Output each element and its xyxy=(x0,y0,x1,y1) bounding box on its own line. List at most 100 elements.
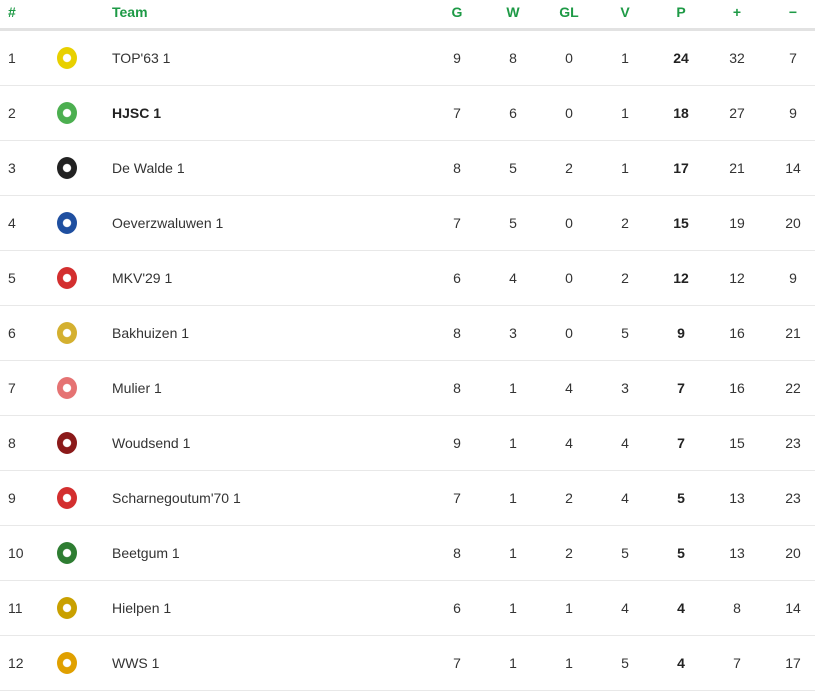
table-row[interactable]: 12 WWS 1 7 1 1 5 4 7 17 xyxy=(0,636,815,691)
stat-minus: 14 xyxy=(785,600,801,616)
team-name[interactable]: Beetgum 1 xyxy=(112,545,180,561)
stat-w: 1 xyxy=(509,655,517,671)
stat-g: 8 xyxy=(453,160,461,176)
team-name[interactable]: Scharnegoutum'70 1 xyxy=(112,490,241,506)
stat-minus: 23 xyxy=(785,490,801,506)
team-name[interactable]: Mulier 1 xyxy=(112,380,162,396)
header-minus: − xyxy=(788,4,798,20)
stat-plus: 12 xyxy=(729,270,745,286)
stat-plus: 13 xyxy=(729,545,745,561)
team-logo-icon xyxy=(57,597,77,619)
stat-plus: 15 xyxy=(729,435,745,451)
stat-v: 3 xyxy=(621,380,629,396)
stat-g: 8 xyxy=(453,545,461,561)
stat-p: 9 xyxy=(677,325,685,341)
stat-plus: 7 xyxy=(733,655,741,671)
stat-g: 9 xyxy=(453,50,461,66)
stat-p: 12 xyxy=(673,270,689,286)
stat-plus: 32 xyxy=(729,50,745,66)
rank: 10 xyxy=(8,545,24,561)
table-row[interactable]: 5 MKV'29 1 6 4 0 2 12 12 9 xyxy=(0,251,815,306)
table-row[interactable]: 10 Beetgum 1 8 1 2 5 5 13 20 xyxy=(0,526,815,581)
stat-p: 7 xyxy=(677,380,685,396)
team-name[interactable]: Bakhuizen 1 xyxy=(112,325,190,341)
stat-gl: 0 xyxy=(565,50,573,66)
stat-minus: 9 xyxy=(789,105,797,121)
stat-v: 5 xyxy=(621,325,629,341)
header-rank: # xyxy=(8,4,16,20)
team-logo-icon xyxy=(57,267,77,289)
stat-gl: 2 xyxy=(565,545,573,561)
team-name[interactable]: Woudsend 1 xyxy=(112,435,191,451)
stat-plus: 8 xyxy=(733,600,741,616)
rank: 2 xyxy=(8,105,16,121)
stat-g: 7 xyxy=(453,215,461,231)
team-logo-icon xyxy=(57,432,77,454)
stat-plus: 16 xyxy=(729,325,745,341)
stat-w: 1 xyxy=(509,545,517,561)
stat-minus: 22 xyxy=(785,380,801,396)
stat-minus: 17 xyxy=(785,655,801,671)
team-name[interactable]: Hielpen 1 xyxy=(112,600,172,616)
stat-w: 3 xyxy=(509,325,517,341)
stat-v: 5 xyxy=(621,545,629,561)
stat-w: 1 xyxy=(509,435,517,451)
table-row[interactable]: 11 Hielpen 1 6 1 1 4 4 8 14 xyxy=(0,581,815,636)
stat-gl: 4 xyxy=(565,435,573,451)
stat-v: 2 xyxy=(621,270,629,286)
stat-minus: 20 xyxy=(785,545,801,561)
table-row[interactable]: 2 HJSC 1 7 6 0 1 18 27 9 xyxy=(0,86,815,141)
stat-v: 2 xyxy=(621,215,629,231)
rank: 6 xyxy=(8,325,16,341)
stat-gl: 0 xyxy=(565,215,573,231)
team-name[interactable]: WWS 1 xyxy=(112,655,160,671)
header-gl: GL xyxy=(559,4,579,20)
team-logo-icon xyxy=(57,542,77,564)
team-logo-icon xyxy=(57,102,77,124)
stat-g: 7 xyxy=(453,105,461,121)
rank: 8 xyxy=(8,435,16,451)
team-name[interactable]: MKV'29 1 xyxy=(112,270,173,286)
header-w: W xyxy=(506,4,520,20)
stat-p: 7 xyxy=(677,435,685,451)
team-name[interactable]: De Walde 1 xyxy=(112,160,185,176)
rank: 7 xyxy=(8,380,16,396)
header-p: P xyxy=(676,4,686,20)
rank: 4 xyxy=(8,215,16,231)
stat-p: 15 xyxy=(673,215,689,231)
stat-w: 1 xyxy=(509,490,517,506)
table-row[interactable]: 1 TOP'63 1 9 8 0 1 24 32 7 xyxy=(0,31,815,86)
stat-w: 4 xyxy=(509,270,517,286)
stat-plus: 27 xyxy=(729,105,745,121)
stat-gl: 1 xyxy=(565,600,573,616)
stat-p: 24 xyxy=(673,50,689,66)
stat-p: 4 xyxy=(677,655,685,671)
header-team: Team xyxy=(112,4,148,20)
stat-p: 5 xyxy=(677,545,685,561)
stat-p: 17 xyxy=(673,160,689,176)
table-row[interactable]: 7 Mulier 1 8 1 4 3 7 16 22 xyxy=(0,361,815,416)
table-row[interactable]: 3 De Walde 1 8 5 2 1 17 21 14 xyxy=(0,141,815,196)
team-logo-icon xyxy=(57,652,77,674)
rank: 11 xyxy=(8,600,23,616)
table-row[interactable]: 6 Bakhuizen 1 8 3 0 5 9 16 21 xyxy=(0,306,815,361)
stat-minus: 9 xyxy=(789,270,797,286)
table-row[interactable]: 4 Oeverzwaluwen 1 7 5 0 2 15 19 20 xyxy=(0,196,815,251)
team-logo-icon xyxy=(57,157,77,179)
table-row[interactable]: 8 Woudsend 1 9 1 4 4 7 15 23 xyxy=(0,416,815,471)
stat-g: 9 xyxy=(453,435,461,451)
stat-minus: 14 xyxy=(785,160,801,176)
stat-g: 8 xyxy=(453,380,461,396)
stat-w: 6 xyxy=(509,105,517,121)
stat-w: 8 xyxy=(509,50,517,66)
stat-p: 5 xyxy=(677,490,685,506)
team-name[interactable]: Oeverzwaluwen 1 xyxy=(112,215,224,231)
stat-g: 7 xyxy=(453,490,461,506)
team-name[interactable]: HJSC 1 xyxy=(112,105,162,121)
team-name[interactable]: TOP'63 1 xyxy=(112,50,171,66)
stat-gl: 2 xyxy=(565,160,573,176)
stat-v: 4 xyxy=(621,490,629,506)
team-logo-icon xyxy=(57,212,77,234)
table-row[interactable]: 9 Scharnegoutum'70 1 7 1 2 4 5 13 23 xyxy=(0,471,815,526)
standings-table: 1 TOP'63 1 9 8 0 1 24 32 7 2 HJSC 1 7 6 0 1 18 27 9 3 De Wa… xyxy=(0,31,815,691)
